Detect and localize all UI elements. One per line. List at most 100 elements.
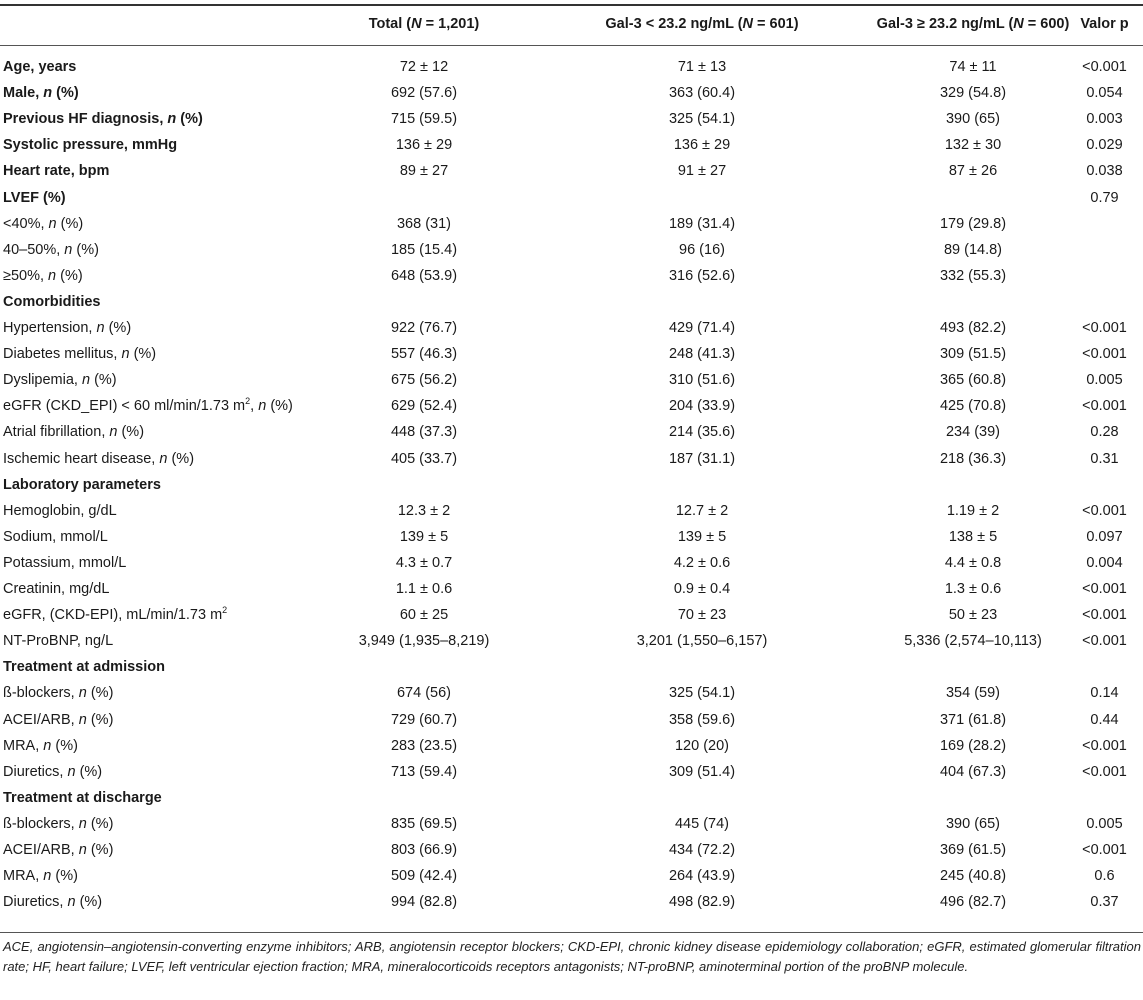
row-label: ACEI/ARB, n (%) bbox=[3, 711, 114, 728]
cell-total: 729 (60.7) bbox=[390, 711, 458, 728]
cell-gal3-low: 316 (52.6) bbox=[668, 267, 736, 284]
table-row: Hypertension, n (%) 922 (76.7) 429 (71.4) 4… bbox=[0, 315, 1143, 341]
row-label: MRA, n (%) bbox=[3, 737, 78, 754]
cell-p-value: <0.001 bbox=[1082, 398, 1127, 415]
cell-gal3-high: 369 (61.5) bbox=[939, 842, 1007, 858]
row-label: Male, n (%) bbox=[3, 85, 79, 102]
cell-gal3-low: 71 ± 13 bbox=[677, 59, 727, 75]
cell-gal3-high: 1.19 ± 2 bbox=[946, 502, 1000, 519]
cell-p-value: <0.001 bbox=[1082, 320, 1127, 336]
table-row: Diuretics, n (%) 713 (59.4) 309 (51.4) 404 … bbox=[0, 759, 1143, 785]
cell-gal3-low: 120 (20) bbox=[674, 737, 729, 754]
table-header: Total (N = 1,201) Gal-3 < 23.2 ng/mL (N … bbox=[0, 8, 1143, 40]
table-bottom-rule bbox=[0, 932, 1143, 933]
cell-gal3-high: 404 (67.3) bbox=[939, 763, 1007, 780]
cell-p-value: 0.004 bbox=[1086, 554, 1123, 571]
cell-p-value: 0.005 bbox=[1086, 372, 1123, 389]
row-label: Atrial fibrillation, n (%) bbox=[3, 424, 145, 441]
cell-gal3-high: 354 (59) bbox=[945, 685, 1000, 702]
cell-gal3-high: 234 (39) bbox=[945, 424, 1000, 441]
cell-gal3-high: 493 (82.2) bbox=[939, 320, 1007, 336]
cell-p-value: 0.14 bbox=[1090, 685, 1119, 702]
cell-total: 835 (69.5) bbox=[390, 815, 458, 832]
cell-gal3-low: 187 (31.1) bbox=[668, 450, 736, 467]
cell-gal3-low: 136 ± 29 bbox=[673, 137, 731, 154]
row-label: ≥50%, n (%) bbox=[3, 267, 83, 284]
cell-total: 509 (42.4) bbox=[390, 868, 458, 885]
cell-gal3-low: 0.9 ± 0.4 bbox=[673, 581, 731, 597]
cell-total: 12.3 ± 2 bbox=[397, 502, 451, 519]
cell-p-value: <0.001 bbox=[1082, 346, 1127, 363]
row-label: Creatinin, mg/dL bbox=[3, 581, 110, 597]
table-row: NT-ProBNP, ng/L 3,949 (1,935–8,219) 3,201 … bbox=[0, 628, 1143, 654]
header-p-value: Valor p bbox=[1080, 16, 1129, 32]
cell-total: 60 ± 25 bbox=[399, 607, 449, 624]
cell-gal3-low: 358 (59.6) bbox=[668, 711, 736, 728]
cell-p-value: 0.029 bbox=[1086, 137, 1123, 154]
cell-gal3-low: 189 (31.4) bbox=[668, 215, 736, 232]
table-top-rule bbox=[0, 4, 1143, 6]
table-row: Systolic pressure, mmHg 136 ± 29 136 ± 29 1… bbox=[0, 132, 1143, 158]
table-row: Treatment at discharge bbox=[0, 785, 1143, 811]
table-row: ≥50%, n (%) 648 (53.9) 316 (52.6) 332 (55.3… bbox=[0, 263, 1143, 289]
table-row: ACEI/ARB, n (%) 729 (60.7) 358 (59.6) 371 (… bbox=[0, 707, 1143, 733]
cell-gal3-high: 89 (14.8) bbox=[943, 241, 1003, 258]
table-row: Age, years 72 ± 12 71 ± 13 74 ± 11 <0.001 bbox=[0, 54, 1143, 80]
table-row: eGFR (CKD_EPI) < 60 ml/min/1.73 m2, n (%… bbox=[0, 393, 1143, 419]
cell-gal3-high: 390 (65) bbox=[945, 111, 1000, 128]
cell-gal3-high: 309 (51.5) bbox=[939, 346, 1007, 363]
row-label: MRA, n (%) bbox=[3, 868, 78, 885]
cell-total: 715 (59.5) bbox=[390, 111, 458, 128]
cell-total: 648 (53.9) bbox=[390, 267, 458, 284]
cell-gal3-low: 70 ± 23 bbox=[677, 607, 727, 624]
cell-gal3-low: 204 (33.9) bbox=[668, 398, 736, 415]
table-row: Sodium, mmol/L 139 ± 5 139 ± 5 138 ± 5 0.097 bbox=[0, 524, 1143, 550]
cell-total: 713 (59.4) bbox=[390, 763, 458, 780]
cell-gal3-low: 4.2 ± 0.6 bbox=[673, 554, 731, 571]
cell-gal3-high: 138 ± 5 bbox=[948, 528, 998, 545]
cell-total: 557 (46.3) bbox=[390, 346, 458, 363]
cell-gal3-low: 214 (35.6) bbox=[668, 424, 736, 441]
row-label: Hypertension, n (%) bbox=[3, 320, 132, 336]
table-row: eGFR, (CKD-EPI), mL/min/1.73 m2 60 ± 25 70… bbox=[0, 602, 1143, 628]
table-row: Treatment at admission bbox=[0, 654, 1143, 680]
table-row: Diabetes mellitus, n (%) 557 (46.3) 248 (4… bbox=[0, 341, 1143, 367]
table-row: 40–50%, n (%) 185 (15.4) 96 (16) 89 (14.8) bbox=[0, 237, 1143, 263]
cell-gal3-high: 332 (55.3) bbox=[939, 267, 1007, 284]
cell-p-value: <0.001 bbox=[1082, 633, 1127, 650]
cell-total: 994 (82.8) bbox=[390, 894, 458, 911]
cell-gal3-high: 245 (40.8) bbox=[939, 868, 1007, 885]
table-row: ß-blockers, n (%) 674 (56) 325 (54.1) 354 (… bbox=[0, 680, 1143, 706]
cell-p-value: <0.001 bbox=[1082, 842, 1127, 858]
row-label: Heart rate, bpm bbox=[3, 163, 110, 180]
cell-gal3-low: 363 (60.4) bbox=[668, 85, 736, 102]
cell-p-value: 0.79 bbox=[1090, 189, 1119, 206]
cell-gal3-low: 325 (54.1) bbox=[668, 685, 736, 702]
cell-gal3-low: 445 (74) bbox=[674, 815, 729, 832]
row-label: Sodium, mmol/L bbox=[3, 528, 108, 545]
row-label: ß-blockers, n (%) bbox=[3, 815, 114, 832]
cell-p-value: 0.37 bbox=[1090, 894, 1119, 911]
cell-p-value: <0.001 bbox=[1082, 607, 1127, 624]
cell-gal3-high: 390 (65) bbox=[945, 815, 1000, 832]
cell-gal3-high: 132 ± 30 bbox=[944, 137, 1002, 154]
cell-gal3-high: 425 (70.8) bbox=[939, 398, 1007, 415]
row-label: ACEI/ARB, n (%) bbox=[3, 842, 114, 858]
row-label: Comorbidities bbox=[3, 293, 101, 310]
cell-gal3-high: 179 (29.8) bbox=[939, 215, 1007, 232]
cell-gal3-low: 12.7 ± 2 bbox=[675, 502, 729, 519]
cell-gal3-high: 50 ± 23 bbox=[948, 607, 998, 624]
cell-p-value: 0.005 bbox=[1086, 815, 1123, 832]
cell-total: 629 (52.4) bbox=[390, 398, 458, 415]
cell-p-value: 0.097 bbox=[1086, 528, 1123, 545]
cell-p-value: 0.44 bbox=[1090, 711, 1119, 728]
row-label: Treatment at admission bbox=[3, 659, 165, 676]
table-row: Previous HF diagnosis, n (%) 715 (59.5) 32… bbox=[0, 106, 1143, 132]
cell-total: 1.1 ± 0.6 bbox=[395, 581, 453, 597]
cell-p-value: <0.001 bbox=[1082, 737, 1127, 754]
row-label: LVEF (%) bbox=[3, 189, 66, 206]
table-row: MRA, n (%) 509 (42.4) 264 (43.9) 245 (40.8)… bbox=[0, 863, 1143, 889]
cell-p-value: 0.054 bbox=[1086, 85, 1123, 102]
cell-gal3-low: 429 (71.4) bbox=[668, 320, 736, 336]
cell-gal3-low: 325 (54.1) bbox=[668, 111, 736, 128]
